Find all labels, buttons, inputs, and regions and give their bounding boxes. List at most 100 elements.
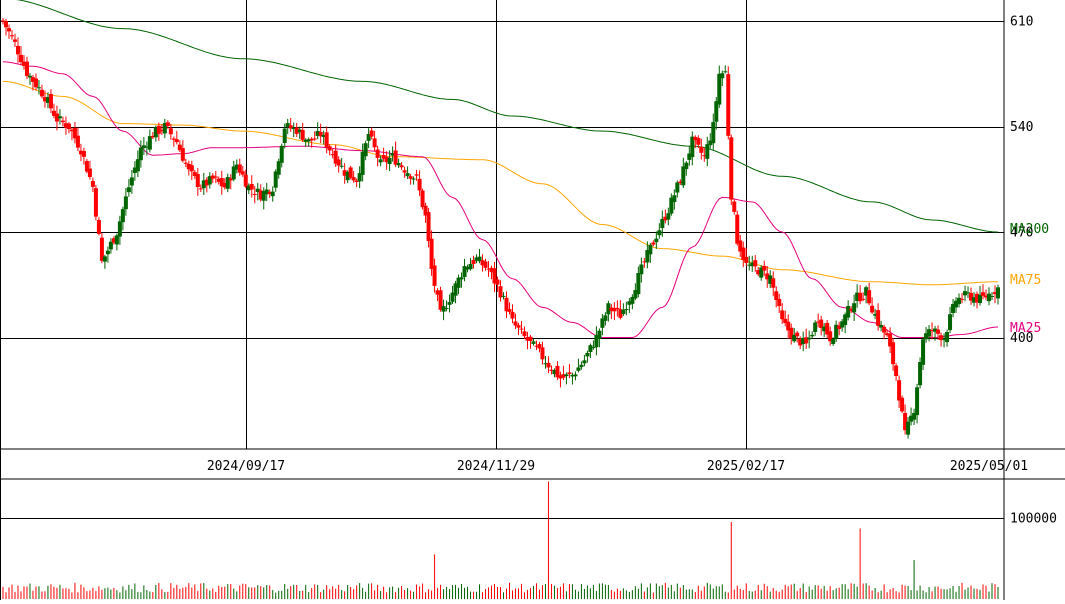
candle xyxy=(534,340,539,351)
candle-body xyxy=(810,334,815,337)
candle xyxy=(297,126,302,140)
candle-body xyxy=(39,89,44,97)
candle-body xyxy=(705,144,710,159)
candle-body xyxy=(771,278,776,288)
candle-body xyxy=(465,267,470,270)
candle xyxy=(333,144,338,167)
candle-body xyxy=(438,290,443,310)
candle xyxy=(732,199,737,215)
candle-body xyxy=(642,261,647,263)
candle-body xyxy=(960,298,965,300)
date-tick-label: 2025/02/17 xyxy=(707,459,785,474)
candle xyxy=(507,302,512,315)
candle-body xyxy=(957,297,962,305)
candle-body xyxy=(987,293,992,302)
candle-body xyxy=(342,170,347,176)
candle xyxy=(54,105,59,131)
candle xyxy=(564,372,569,385)
candle-body xyxy=(366,134,371,141)
candle xyxy=(699,138,704,160)
candle-body xyxy=(735,214,740,244)
candle-body xyxy=(1,20,5,22)
candle xyxy=(636,266,641,298)
candle-body xyxy=(171,138,176,140)
candle xyxy=(609,304,614,319)
candle xyxy=(222,178,227,190)
candle xyxy=(519,320,524,334)
candle-body xyxy=(96,219,101,234)
candle-body xyxy=(624,308,629,310)
candle xyxy=(324,126,329,154)
candle-body xyxy=(528,336,533,341)
candle xyxy=(987,287,992,306)
candle xyxy=(453,280,458,304)
candle-body xyxy=(45,97,50,103)
candle-body xyxy=(237,164,242,173)
candle xyxy=(126,179,131,197)
candle-body xyxy=(981,292,986,296)
candle-body xyxy=(615,307,620,310)
candle xyxy=(261,187,266,210)
candle-body xyxy=(234,164,239,170)
candle-body xyxy=(996,287,1000,299)
candle xyxy=(687,145,692,166)
candle-body xyxy=(60,120,65,123)
candle xyxy=(843,312,848,334)
price-tick-label: 610 xyxy=(1010,15,1033,30)
candle xyxy=(645,241,650,269)
candle-body xyxy=(795,332,800,337)
candle-body xyxy=(846,306,851,318)
candle-body xyxy=(474,257,479,261)
candle-body xyxy=(213,176,218,178)
candle xyxy=(162,118,167,139)
candle-body xyxy=(843,314,848,326)
legend-ma25: MA25 xyxy=(1010,321,1041,336)
candle-body xyxy=(906,421,911,435)
candle xyxy=(270,186,275,202)
candle-body xyxy=(852,303,857,313)
ma200-line xyxy=(16,0,998,233)
candle-body xyxy=(249,183,254,190)
candle xyxy=(309,137,314,148)
candle xyxy=(108,238,113,254)
candle xyxy=(36,80,41,95)
candle-body xyxy=(630,296,635,304)
candle-body xyxy=(807,337,812,340)
candle xyxy=(675,180,680,198)
candle xyxy=(267,189,272,198)
candle xyxy=(66,122,71,134)
candle-body xyxy=(993,292,998,295)
candle xyxy=(186,160,191,176)
candle-body xyxy=(285,123,290,128)
candle xyxy=(111,236,116,245)
candle-body xyxy=(570,374,575,377)
candle-body xyxy=(204,179,209,186)
candle xyxy=(6,24,11,39)
candle-body xyxy=(483,261,488,268)
candle-body xyxy=(132,167,137,174)
candle xyxy=(765,266,770,288)
candle-body xyxy=(219,178,224,187)
candle-body xyxy=(618,309,623,318)
candle-body xyxy=(732,201,737,212)
candle xyxy=(780,303,785,324)
candle xyxy=(276,158,281,179)
candle xyxy=(945,329,950,347)
candle xyxy=(903,404,908,435)
candle-body xyxy=(36,87,41,89)
candle xyxy=(396,158,401,168)
candle xyxy=(501,292,506,300)
candle-body xyxy=(612,308,617,312)
candle xyxy=(948,306,953,334)
candle xyxy=(795,330,800,343)
candle-body xyxy=(228,178,233,181)
candle-body xyxy=(486,268,491,270)
candle xyxy=(873,308,878,320)
candle-body xyxy=(240,171,245,175)
candle xyxy=(522,326,527,339)
candle-body xyxy=(207,176,212,185)
candle xyxy=(411,176,416,185)
candle xyxy=(168,123,173,140)
candle xyxy=(978,285,983,306)
